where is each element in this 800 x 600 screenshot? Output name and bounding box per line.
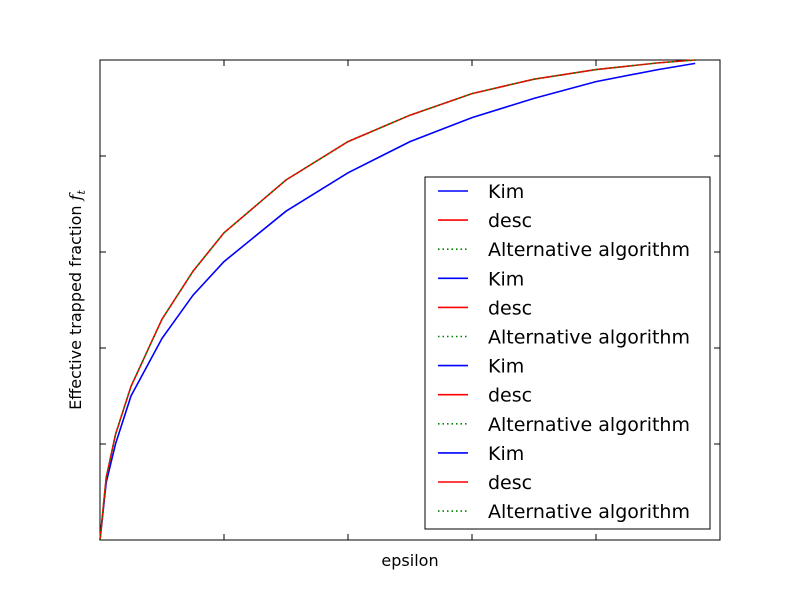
legend-label: Alternative algorithm — [488, 239, 690, 261]
legend-label: Alternative algorithm — [488, 501, 690, 523]
y-axis-label-math: f — [66, 191, 85, 201]
legend-box — [424, 176, 711, 530]
legend-label: desc — [488, 385, 532, 407]
axis-ticks — [100, 60, 720, 540]
plot-area-frame — [99, 59, 721, 541]
series-group — [99, 59, 696, 541]
y-axis-label-math-sub: t — [75, 190, 88, 195]
legend-label: desc — [488, 297, 532, 319]
series-line-2 — [99, 59, 696, 541]
legend-label: Kim — [488, 443, 524, 465]
legend-label: desc — [488, 210, 532, 232]
x-axis-label: epsilon — [381, 551, 438, 570]
legend-label: Kim — [488, 268, 524, 290]
legend-label: Kim — [488, 181, 524, 203]
legend: Kim desc Alternative algorithm Kim desc Alter… — [424, 176, 711, 530]
legend-label: Alternative algorithm — [488, 414, 690, 436]
legend-entries: Kim desc Alternative algorithm Kim desc Alter… — [438, 181, 690, 523]
y-axis-label-text: Effective trapped fraction — [66, 205, 85, 409]
legend-label: Alternative algorithm — [488, 327, 690, 349]
y-axis-label: Effective trapped fraction ft — [66, 190, 88, 410]
series-line-0 — [99, 62, 696, 541]
legend-label: desc — [488, 472, 532, 494]
legend-label: Kim — [488, 356, 524, 378]
